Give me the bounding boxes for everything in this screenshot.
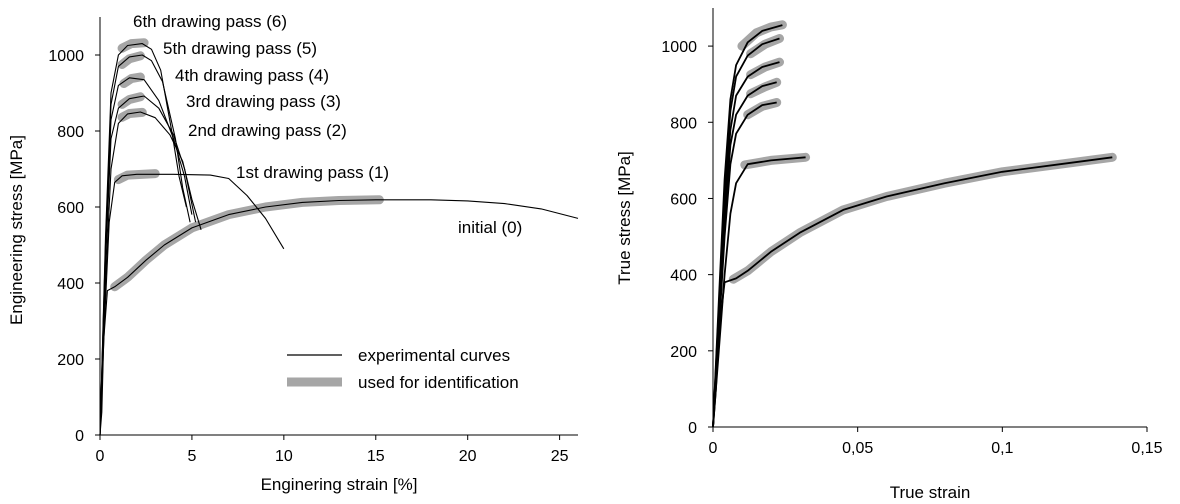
identification-curve-initial-0 (110, 195, 384, 292)
x-tick-label: 0,05 (842, 440, 873, 457)
left-chart: 0 200 400 600 800 1000 0 5 10 15 20 25 Enginering st… (7, 12, 579, 494)
y-tick-label: 800 (670, 115, 697, 132)
experimental-curve-1st-drawing-pass-1 (99, 173, 285, 436)
experimental-curve-6th-drawing-pass-6 (712, 24, 783, 428)
y-tick-label: 200 (670, 344, 697, 361)
identification-curve-6th-drawing-pass-6 (117, 38, 149, 53)
legend-label-identification: used for identification (358, 373, 519, 392)
x-tick-label: 25 (551, 448, 569, 465)
x-axis-label: Enginering strain [%] (261, 475, 418, 494)
y-tick-label: 600 (57, 200, 84, 217)
y-axis-label: True stress [MPa] (615, 151, 634, 285)
identification-curve-initial-0 (728, 152, 1117, 284)
y-tick-label: 400 (670, 268, 697, 285)
y-tick-label: 200 (57, 352, 84, 369)
annotation-initial-0: initial (0) (458, 218, 522, 237)
annotation-3rd-drawing-pass-3: 3rd drawing pass (3) (186, 92, 341, 111)
x-tick-label: 15 (367, 448, 385, 465)
y-tick-label: 0 (688, 420, 697, 437)
y-tick-label: 1000 (661, 39, 697, 56)
y-tick-label: 800 (57, 124, 84, 141)
x-tick-label: 0,15 (1131, 440, 1162, 457)
y-tick-label: 1000 (48, 48, 84, 65)
y-axis-label: Engineering stress [MPa] (7, 135, 26, 325)
legend-label-experimental: experimental curves (358, 346, 510, 365)
x-axis-label: True strain (890, 483, 971, 502)
x-tick-label: 0 (709, 440, 718, 457)
annotation-5th-drawing-pass-5: 5th drawing pass (5) (163, 39, 317, 58)
annotation-6th-drawing-pass-6: 6th drawing pass (6) (133, 12, 287, 31)
annotation-2nd-drawing-pass-2: 2nd drawing pass (2) (188, 121, 347, 140)
experimental-curve-initial-0 (99, 199, 579, 436)
x-tick-label: 0 (96, 448, 105, 465)
right-chart: 0 200 400 600 800 1000 0 0,05 0,1 0,15 True strain… (615, 8, 1163, 502)
experimental-curve-initial-0 (712, 156, 1113, 428)
y-tick-label: 400 (57, 276, 84, 293)
x-tick-label: 0,1 (991, 440, 1013, 457)
x-tick-label: 5 (187, 448, 196, 465)
experimental-curve-6th-drawing-pass-6 (99, 43, 187, 436)
identification-curve-5th-drawing-pass-5 (117, 51, 145, 69)
y-tick-label: 600 (670, 191, 697, 208)
annotation-4th-drawing-pass-4: 4th drawing pass (4) (175, 66, 329, 85)
y-tick-label: 0 (75, 428, 84, 445)
annotation-1st-drawing-pass-1: 1st drawing pass (1) (236, 163, 389, 182)
x-tick-label: 20 (459, 448, 477, 465)
experimental-curve-2nd-drawing-pass-2 (99, 111, 202, 436)
x-tick-label: 10 (275, 448, 293, 465)
experimental-curve-1st-drawing-pass-1 (712, 156, 806, 428)
experimental-curve-3rd-drawing-pass-3 (99, 95, 197, 436)
